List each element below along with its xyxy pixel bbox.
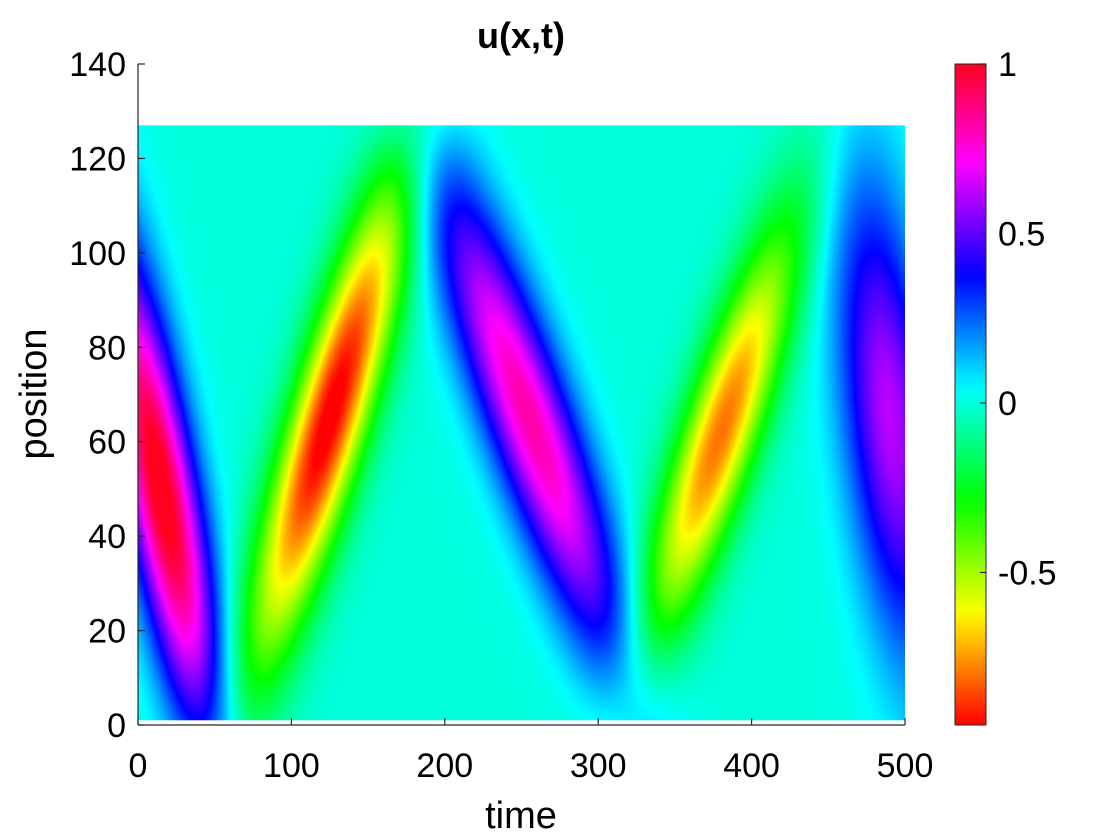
heatmap-image [138,125,905,721]
colorbar-tick-label: -0.5 [998,554,1057,592]
x-tick-label: 100 [263,747,320,785]
x-tick-label: 500 [877,747,934,785]
chart-title: u(x,t) [477,15,565,56]
colorbar: -0.5 0 0.5 1 [954,46,1057,726]
x-tick-label: 400 [723,747,780,785]
y-tick-label: 40 [88,518,126,556]
y-axis-label: position [13,329,55,460]
x-tick-label: 0 [129,747,148,785]
colorbar-tick-label: 0 [998,385,1017,423]
x-tick-label: 200 [416,747,473,785]
y-axis-ticks: 0 20 40 60 80 100 120 140 [69,46,145,745]
y-tick-label: 60 [88,424,126,462]
x-axis-label: time [485,795,557,837]
x-axis-ticks: 0 100 200 300 400 500 [129,718,934,785]
colorbar-tick-label: 1 [998,46,1017,84]
x-tick-label: 300 [570,747,627,785]
y-tick-label: 140 [69,46,126,84]
y-tick-label: 100 [69,235,126,273]
y-tick-label: 0 [107,707,126,745]
axes [137,64,905,726]
heatmap-layer [138,125,905,721]
colorbar-ticks: -0.5 0 0.5 1 [980,46,1057,592]
colorbar-fill [954,63,987,726]
y-tick-label: 20 [88,613,126,651]
y-tick-label: 120 [69,140,126,178]
colorbar-tick-label: 0.5 [998,215,1045,253]
y-tick-label: 80 [88,329,126,367]
